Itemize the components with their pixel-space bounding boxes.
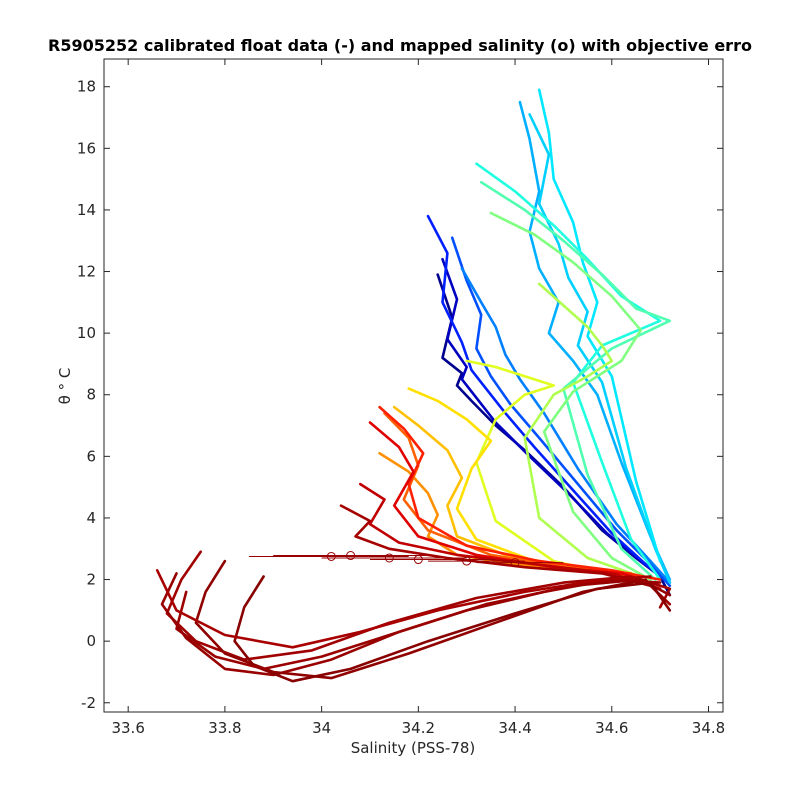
mapped-salinity-layer: [249, 551, 564, 568]
profile-line-8: [537, 88, 662, 563]
profile-line-2: [441, 257, 667, 581]
chart-title-text: R5905252 calibrated float data (-) and m…: [48, 36, 752, 55]
profile-line-18: [378, 405, 662, 581]
mapped-salinity-point-2: [346, 551, 356, 561]
mapped-salinity-point-6: [510, 558, 520, 568]
profile-line-14: [407, 387, 614, 575]
x-tick-label: 34.4: [498, 719, 531, 737]
mapped-salinity-point-1: [326, 551, 336, 561]
profile-line-7: [528, 113, 672, 584]
x-tick-label: 34: [312, 719, 331, 737]
y-tick-label: 2: [86, 571, 96, 589]
y-tick-label: 0: [86, 632, 96, 650]
profile-line-6: [518, 100, 672, 581]
y-tick-label: 16: [77, 139, 96, 157]
y-tick-label: 12: [77, 263, 96, 281]
mapped-salinity-point-3: [384, 553, 394, 563]
plot-frame: [103, 58, 724, 713]
mapped-salinity-point-5: [462, 556, 472, 566]
x-tick-label: 34.6: [595, 719, 628, 737]
profile-line-26: [175, 578, 662, 671]
axis-ticks-layer: 33.6 33.8 34 34.2 34.4 34.6 34.8 -2 0 2 4 6 8 10 12 14 1…: [77, 59, 725, 737]
profile-line-12: [523, 282, 643, 578]
profile-line-11: [489, 211, 652, 581]
profile-line-25: [233, 575, 672, 683]
x-tick-label: 34.8: [692, 719, 725, 737]
profile-line-9: [475, 162, 662, 581]
y-tick-label: 10: [77, 324, 96, 342]
x-tick-label: 34.2: [402, 719, 435, 737]
y-tick-label: 8: [86, 386, 96, 404]
y-tick-label: -2: [81, 694, 96, 712]
profile-line-13: [465, 359, 623, 578]
y-tick-label: 14: [77, 201, 96, 219]
y-axis-label: θ ° C: [56, 368, 74, 405]
profile-line-15: [392, 405, 638, 578]
profile-line-4: [450, 236, 672, 588]
x-tick-label: 33.6: [111, 719, 144, 737]
chart-title: R5905252 calibrated float data (-) and m…: [0, 36, 800, 56]
profile-line-27: [155, 568, 652, 649]
y-tick-label: 18: [77, 78, 96, 96]
profile-line-10: [479, 180, 672, 581]
x-tick-label: 33.8: [208, 719, 241, 737]
x-axis-label: Salinity (PSS-78): [351, 739, 476, 757]
mapped-salinity-point-4: [413, 555, 423, 565]
y-tick-label: 6: [86, 447, 96, 465]
y-tick-label: 4: [86, 509, 96, 527]
float-profiles-layer: [155, 88, 672, 683]
